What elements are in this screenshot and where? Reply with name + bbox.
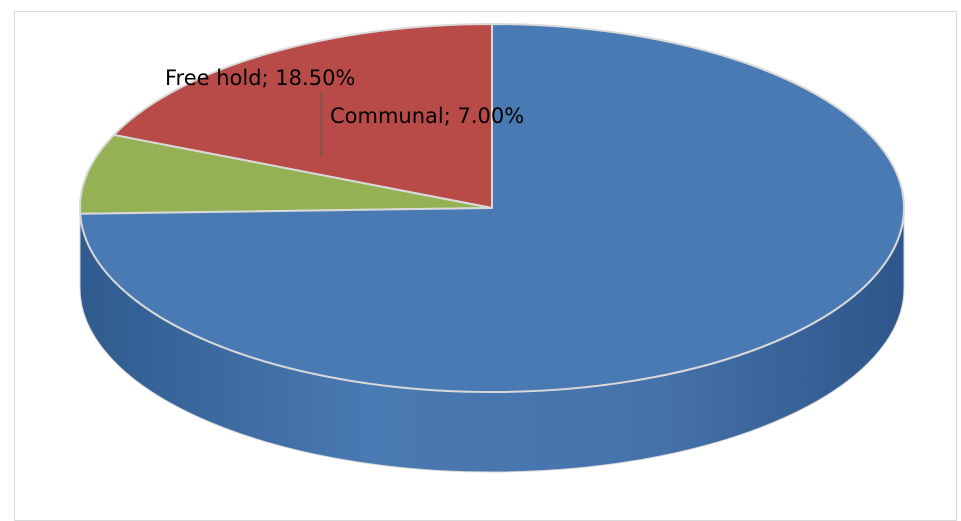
slice-label-communal: Communal; 7.00%	[330, 104, 524, 128]
pie-slice-free-hold	[112, 23, 493, 209]
slice-label-free-hold: Free hold; 18.50%	[165, 66, 355, 90]
pie-slice-communal	[79, 133, 493, 215]
pie-slice-other	[79, 23, 905, 393]
